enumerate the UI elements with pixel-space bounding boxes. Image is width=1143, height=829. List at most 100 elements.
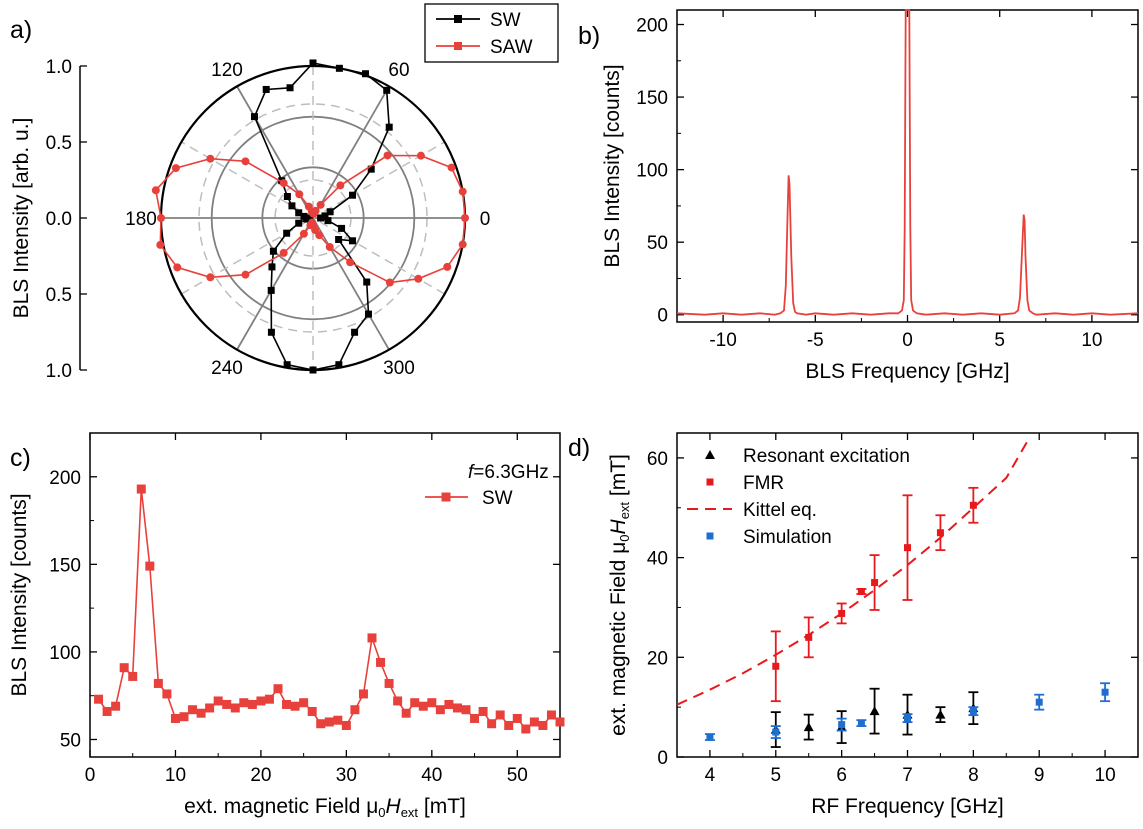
data-point-sw — [335, 64, 343, 72]
panel-a-polar-chart: a) 1.0 0.5 0.0 0.5 1.0 BLS Intensity [arb. u.]… — [10, 3, 559, 382]
data-point-saw — [279, 179, 288, 188]
data-point-saw — [173, 263, 182, 272]
data-point-simulation — [969, 707, 977, 715]
legend-box — [424, 3, 559, 63]
data-point — [239, 698, 249, 708]
data-point-simulation — [904, 714, 911, 722]
data-point — [119, 663, 129, 673]
x-tick-label: 7 — [902, 765, 913, 786]
data-point-saw — [157, 214, 165, 222]
data-point-saw — [171, 164, 180, 173]
legend-label: Simulation — [743, 527, 832, 548]
y-tick-label: 0 — [657, 748, 668, 769]
data-point-sw — [348, 191, 356, 199]
data-point-resonant — [803, 722, 814, 732]
panel-c-field-sweep-chart: 0 10 20 30 40 50 50 100 150 200 ext. magnetic Fiel… — [8, 432, 565, 820]
panel-label: d) — [568, 434, 590, 462]
data-point — [512, 713, 522, 723]
data-point-sw — [338, 224, 346, 232]
data-point-saw — [206, 154, 215, 163]
data-point-fmr — [969, 501, 977, 509]
data-point-sw — [383, 86, 391, 94]
data-point — [384, 678, 394, 688]
x-tick-label: 50 — [507, 765, 528, 786]
data-point — [196, 708, 206, 718]
y-tick-label: 100 — [49, 643, 81, 664]
angle-label: 60 — [388, 60, 409, 81]
x-axis-label: ext. magnetic Field μ0Hext [mT] — [184, 795, 466, 820]
data-point — [316, 719, 326, 729]
plot-frame — [89, 432, 561, 758]
x-tick-label: 20 — [250, 765, 271, 786]
data-point-saw — [315, 231, 324, 240]
data-point-sw — [268, 263, 276, 271]
y-axis-label: BLS Intensity [counts] — [8, 493, 31, 696]
data-point — [273, 684, 283, 694]
legend-marker — [706, 532, 714, 540]
angle-label: 180 — [125, 209, 157, 230]
plot-frame — [676, 9, 1139, 323]
radial-tick-label: 0.5 — [46, 133, 72, 154]
data-point — [341, 720, 351, 730]
x-tick-label: 0 — [85, 765, 96, 786]
data-point-saw — [447, 163, 456, 172]
legend-label: SW — [482, 488, 513, 509]
data-point — [333, 715, 343, 725]
data-point — [555, 717, 565, 727]
data-point — [153, 678, 163, 688]
data-point — [461, 705, 471, 715]
x-tick-label: 5 — [770, 765, 781, 786]
data-point-fmr — [805, 633, 813, 641]
data-point — [230, 703, 240, 713]
legend-label: SW — [490, 10, 521, 31]
data-point-resonant — [935, 709, 946, 719]
data-point — [102, 706, 112, 716]
data-point — [401, 708, 411, 718]
data-point-saw — [279, 248, 288, 257]
legend-marker — [454, 15, 462, 23]
data-point-saw — [304, 202, 313, 211]
legend: SW SAW — [424, 3, 559, 63]
data-point-simulation — [1101, 688, 1109, 696]
data-point — [538, 720, 548, 730]
data-point-sw — [321, 212, 329, 220]
y-axis-label: BLS Intensity [arb. u.] — [10, 118, 33, 319]
y-tick-label: 100 — [636, 161, 668, 182]
data-point — [487, 719, 497, 729]
data-point — [299, 698, 309, 708]
x-axis-label: RF Frequency [GHz] — [811, 795, 1004, 818]
x-tick-label: 4 — [705, 765, 716, 786]
data-point-sw — [303, 215, 311, 223]
data-point — [350, 705, 360, 715]
data-point — [136, 484, 146, 494]
data-point — [282, 699, 292, 709]
data-point-sw — [262, 85, 270, 93]
panel-label: a) — [10, 16, 32, 44]
data-point-sw — [283, 361, 291, 369]
x-tick-label: 40 — [421, 765, 442, 786]
y-tick-label: 200 — [636, 16, 668, 37]
data-point-sw — [309, 59, 317, 67]
y-tick-label: 0 — [657, 306, 668, 327]
data-point-saw — [151, 186, 160, 195]
radial-tick-label: 1.0 — [46, 57, 72, 78]
data-point — [188, 705, 198, 715]
x-tick-label: 8 — [968, 765, 979, 786]
legend-marker — [706, 478, 714, 486]
data-point-sw — [324, 217, 332, 225]
data-point — [504, 720, 514, 730]
data-point-sw — [295, 209, 303, 217]
data-point-sw — [348, 237, 356, 245]
data-point-sw — [309, 366, 317, 374]
x-tick-label: 5 — [994, 330, 1005, 351]
data-point — [222, 699, 232, 709]
data-point-saw — [443, 262, 452, 271]
panel-d-frequency-field-chart: 4 5 6 7 8 9 10 0 20 40 60 RF Frequency [GHz] ext. ma… — [568, 432, 1139, 818]
legend-marker — [441, 492, 451, 502]
angle-label: 300 — [383, 358, 415, 379]
data-point-saw — [299, 229, 308, 238]
data-point-saw — [385, 278, 394, 287]
data-point — [358, 689, 368, 699]
data-point-sw — [269, 247, 277, 255]
x-tick-label: 6 — [836, 765, 847, 786]
